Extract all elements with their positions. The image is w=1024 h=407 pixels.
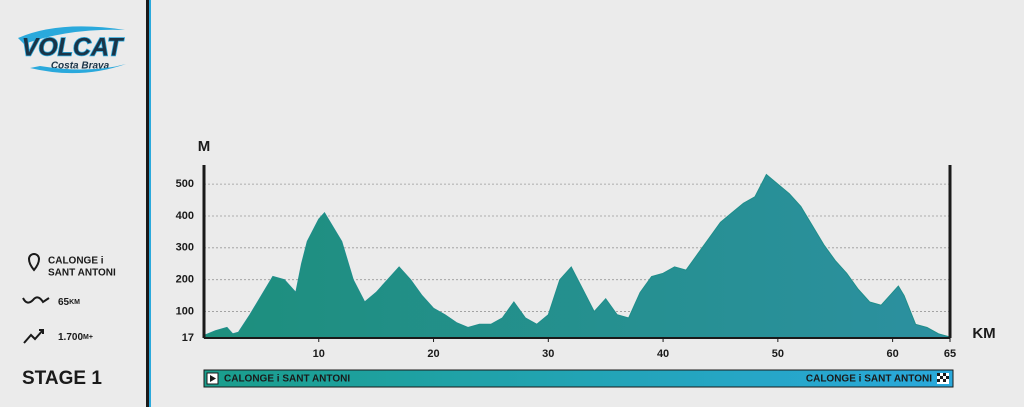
climb-value: 1.700 [58, 332, 83, 343]
start-place: SANT ANTONI [48, 268, 116, 279]
route-icon [22, 296, 50, 304]
route-bar [203, 369, 954, 388]
logo-swoosh [18, 26, 125, 44]
distance-unit: KM [69, 299, 80, 306]
y-tick-label: 500 [176, 178, 194, 190]
x-tick-label: 40 [657, 348, 669, 360]
climb: 1.700M+ [58, 332, 93, 343]
logo: VOLCAT Costa Brava [18, 26, 126, 74]
x-tick-label: 50 [772, 348, 784, 360]
climb-icon [23, 329, 44, 344]
y-axis-title: M [198, 138, 211, 155]
x-tick-label: 10 [313, 348, 325, 360]
x-tick-label: 65 [944, 348, 956, 360]
y-tick-label: 100 [176, 305, 194, 317]
y-tick-label: 300 [176, 242, 194, 254]
logo-subtitle: Costa Brava [51, 61, 110, 72]
logo-title: VOLCAT [22, 34, 126, 62]
logo-swoosh [30, 64, 126, 74]
finish-name: CALONGE i SANT ANTONI [806, 374, 932, 385]
elevation-area [203, 173, 951, 339]
y-tick-label: 17 [182, 332, 194, 344]
distance: 65KM [58, 297, 80, 308]
divider-accent [149, 0, 151, 407]
pin-icon [27, 253, 41, 272]
start-icon-arrow [210, 375, 216, 382]
climb-unit: M+ [83, 334, 93, 341]
distance-value: 65 [58, 297, 70, 308]
start-name: CALONGE i SANT ANTONI [224, 374, 350, 385]
x-axis-title: KM [972, 325, 995, 342]
divider [146, 0, 149, 407]
x-tick-label: 60 [886, 348, 898, 360]
start-place: CALONGE i [48, 256, 104, 267]
y-tick-label: 400 [176, 210, 194, 222]
x-tick-label: 30 [542, 348, 554, 360]
y-tick-label: 200 [176, 274, 194, 286]
x-tick-label: 20 [427, 348, 439, 360]
finish-flag [937, 373, 949, 384]
stage-label: STAGE 1 [22, 368, 102, 389]
